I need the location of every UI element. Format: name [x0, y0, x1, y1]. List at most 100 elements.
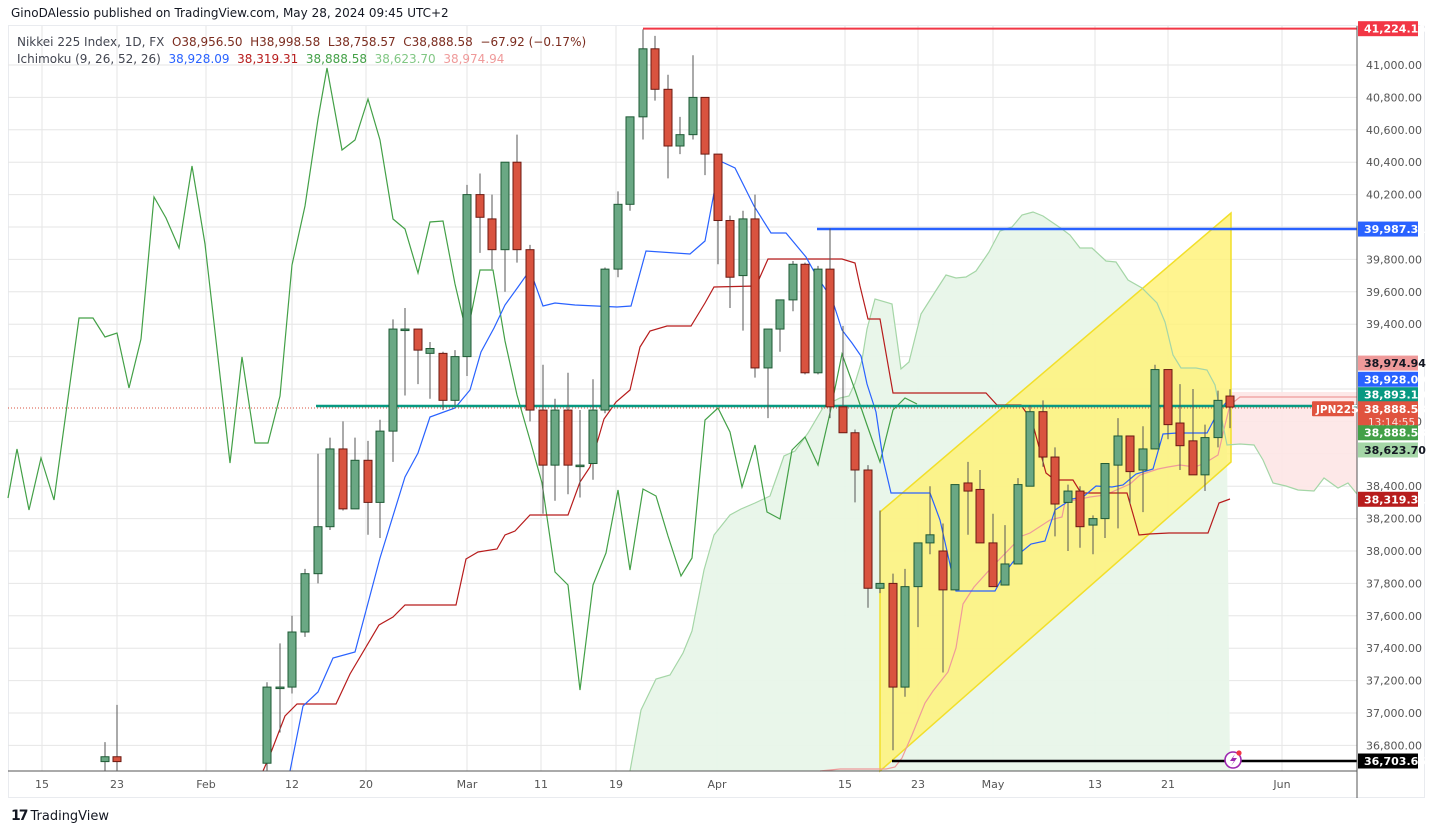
bullish-candle-body [1200, 437, 1210, 476]
bullish-candle-body [688, 96, 698, 136]
time-axis-label: 19 [609, 778, 623, 791]
bearish-candle-body [650, 48, 660, 90]
bearish-candle-body [1125, 435, 1135, 473]
candle [725, 215, 735, 308]
symbol-legend-row[interactable]: Nikkei 225 Index, 1D, FX O38,956.50 H38,… [17, 34, 586, 51]
candle [713, 153, 723, 265]
bullish-candle-body [900, 586, 910, 688]
price-label: 38,623.70 [1358, 442, 1426, 458]
conversion-line-value: 38,928.09 [168, 52, 230, 66]
candle [450, 350, 460, 406]
bearish-candle-body [413, 328, 423, 351]
price-label-bg [1358, 401, 1418, 430]
bullish-candle-body [913, 542, 923, 588]
bearish-candle-body [1175, 422, 1185, 447]
candle [487, 194, 497, 270]
chart-frame [8, 25, 1425, 798]
bullish-candle-body [925, 534, 935, 544]
candle [538, 364, 548, 514]
candle [650, 35, 660, 101]
low-value: L38,758.57 [327, 35, 396, 49]
time-axis-label: 23 [110, 778, 124, 791]
bullish-candle-body [1150, 369, 1160, 450]
time-axis-label: 21 [1161, 778, 1175, 791]
candle [1150, 364, 1160, 450]
candle [688, 55, 698, 140]
bearish-candle-body [700, 96, 710, 155]
bullish-candle-body [500, 161, 510, 251]
price-label: 38,974.94 [1358, 355, 1426, 371]
axes: 15 23 Feb 12 20 Mar 11 19 Apr 15 23 May 13 21 Jun 41,00… [8, 26, 1422, 798]
bearish-candle-body [938, 550, 948, 591]
price-label-text: 38,893.10 [1364, 389, 1426, 402]
bullish-candle-body [300, 573, 310, 633]
bearish-candle-body [338, 448, 348, 510]
price-axis-label: 39,600.00 [1366, 286, 1422, 299]
candle [313, 453, 323, 584]
candle [1188, 389, 1198, 476]
bearish-candle-body [538, 409, 548, 466]
candle [763, 328, 773, 419]
candle [512, 134, 522, 263]
bearish-candle-body [112, 756, 122, 763]
candle [1163, 369, 1173, 440]
price-axis-label: 41,000.00 [1366, 59, 1422, 72]
candle [1100, 463, 1110, 539]
candle [738, 210, 748, 331]
price-label-bg [1358, 425, 1418, 441]
bullish-candle-body [550, 409, 560, 466]
bullish-candle-body [950, 484, 960, 591]
price-label-text: 38,888.58 [1364, 403, 1426, 416]
price-axis-label: 38,400.00 [1366, 480, 1422, 493]
bullish-candle-body [625, 116, 635, 205]
bearish-candle-body [988, 542, 998, 588]
bullish-candle-body [1213, 399, 1223, 439]
candle [1200, 424, 1210, 492]
base-line-value: 38,319.31 [237, 52, 299, 66]
candle [388, 319, 398, 462]
bullish-candle-body [450, 356, 460, 401]
bearish-candle-body [825, 268, 835, 408]
time-axis-label: 11 [534, 778, 548, 791]
candle [1075, 486, 1085, 548]
candle [1138, 426, 1148, 513]
candle [788, 261, 798, 312]
candle [500, 161, 510, 292]
bearish-candle-body [363, 459, 373, 503]
bullish-candle-body [1063, 490, 1073, 503]
bullish-candle-body [638, 48, 648, 118]
time-axis-label: Apr [707, 778, 727, 791]
candle [750, 194, 760, 378]
candle [550, 398, 560, 501]
lightning-event-icon[interactable] [1224, 750, 1242, 769]
candle [1125, 435, 1135, 505]
ichimoku-legend-row[interactable]: Ichimoku (9, 26, 52, 26) 38,928.09 38,31… [17, 51, 586, 68]
bearish-candle-body [512, 161, 522, 251]
candle [325, 437, 335, 530]
time-axis-label: 13 [1088, 778, 1102, 791]
candle [100, 742, 110, 771]
bullish-candle-body [400, 328, 410, 332]
candle [638, 29, 648, 140]
candle [625, 116, 635, 211]
candle [800, 262, 810, 375]
price-label: 39,987.31 [1358, 221, 1426, 237]
candle [988, 513, 998, 588]
symbol-tag: JPN225 [1312, 401, 1358, 417]
price-label: 38,893.10 [1358, 387, 1426, 403]
tradingview-brand[interactable]: 17 TradingView [11, 808, 109, 824]
candle [363, 440, 373, 535]
candle [700, 96, 710, 176]
horizontal-lines[interactable] [8, 27, 1357, 763]
candle [1050, 447, 1060, 537]
price-axis-label: 36,800.00 [1366, 739, 1422, 752]
price-axis-label: 37,000.00 [1366, 707, 1422, 720]
candle [888, 573, 898, 751]
bullish-candle-body [388, 328, 398, 432]
tradingview-logo-icon: 17 [11, 808, 29, 824]
candle [475, 173, 485, 253]
bullish-candle-body [788, 263, 798, 301]
bullish-candle-body [1025, 411, 1035, 487]
time-axis-label: 23 [911, 778, 925, 791]
